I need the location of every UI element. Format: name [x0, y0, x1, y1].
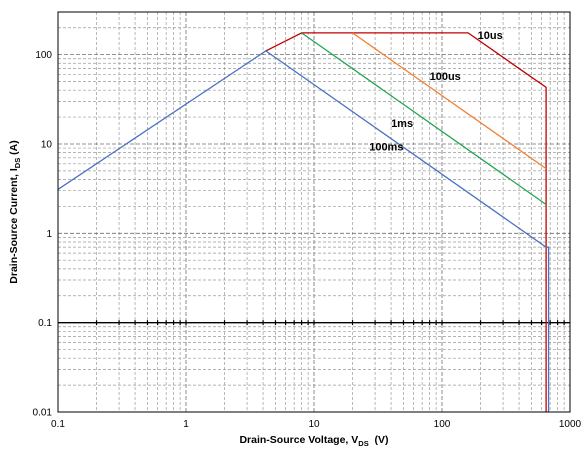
- x-tick-label: 0.1: [51, 419, 65, 430]
- y-tick-labels: 0.01 0.1 1 10 100: [33, 50, 53, 418]
- y-tick-label: 0.1: [38, 318, 52, 329]
- x-tick-label: 1: [183, 419, 189, 430]
- reference-lines: [58, 320, 570, 326]
- series-lines: [57, 32, 550, 412]
- series-line-100ms: [57, 50, 550, 412]
- series-label-1ms: 1ms: [391, 118, 413, 130]
- x-tick-labels: 0.1 1 10 100 1000: [51, 419, 582, 430]
- series-line-100us: [352, 32, 547, 170]
- y-tick-label: 10: [41, 139, 53, 150]
- plot-frame: [57, 11, 571, 413]
- x-tick-label: 100: [434, 419, 451, 430]
- x-axis-title: Drain-Source Voltage, VDS (V): [239, 434, 388, 448]
- series-labels: 10us 100us 1ms 100ms: [369, 30, 503, 153]
- series-label-100ms: 100ms: [369, 141, 403, 153]
- grid-lines: [58, 12, 570, 412]
- series-line-10us: [265, 32, 547, 412]
- x-tick-label: 10: [308, 419, 320, 430]
- series-line-1ms: [301, 32, 547, 206]
- y-axis-title: Drain-Source Current, IDS (A): [8, 140, 22, 283]
- series-label-10us: 10us: [478, 30, 503, 42]
- y-tick-label: 100: [35, 50, 52, 61]
- series-label-100us: 100us: [430, 71, 461, 83]
- y-tick-label: 1: [46, 229, 52, 240]
- x-tick-label: 1000: [559, 419, 582, 430]
- y-tick-label: 0.01: [33, 408, 53, 419]
